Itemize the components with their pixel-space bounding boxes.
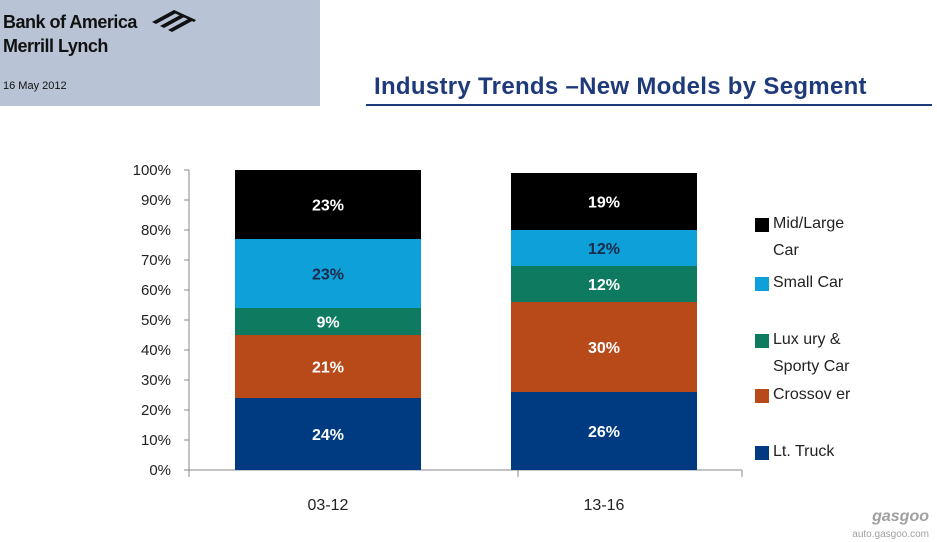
bar-segment (235, 170, 421, 239)
data-label: 19% (588, 195, 620, 212)
report-date: 16 May 2012 (3, 80, 67, 92)
bar-segment (511, 173, 697, 230)
legend-label: Car (773, 242, 799, 259)
data-label: 21% (312, 360, 344, 377)
title-underline (366, 104, 932, 106)
y-tick-label: 80% (141, 222, 171, 239)
legend-swatch (755, 389, 769, 403)
y-tick-label: 0% (149, 462, 171, 479)
y-tick-label: 90% (141, 192, 171, 209)
legend-label: Crossov er (773, 386, 851, 403)
legend-label: Lux ury & (773, 331, 841, 348)
data-label: 23% (312, 267, 344, 284)
bar-segment (511, 266, 697, 302)
bar-segment (235, 308, 421, 335)
bar-segment (235, 335, 421, 398)
legend-label: Small Car (773, 274, 844, 291)
bar-segment (511, 230, 697, 266)
data-label: 26% (588, 424, 620, 441)
data-label: 30% (588, 340, 620, 357)
legend-swatch (755, 446, 769, 460)
watermark: gasgoo auto.gasgoo.com (852, 508, 929, 540)
y-tick-label: 30% (141, 372, 171, 389)
bar-segment (235, 239, 421, 308)
y-tick-label: 50% (141, 312, 171, 329)
data-label: 12% (588, 277, 620, 294)
page-title: Industry Trends –New Models by Segment (374, 73, 867, 100)
flag-icon (152, 10, 196, 32)
legend-label: Mid/Large (773, 215, 844, 232)
watermark-brand: gasgoo (872, 508, 929, 525)
legend-swatch (755, 218, 769, 232)
y-tick-label: 10% (141, 432, 171, 449)
legend-label: Sporty Car (773, 358, 850, 375)
y-tick-label: 100% (133, 162, 171, 179)
bar-segment (235, 398, 421, 470)
legend-swatch (755, 334, 769, 348)
legend-swatch (755, 277, 769, 291)
y-tick-label: 60% (141, 282, 171, 299)
y-tick-label: 70% (141, 252, 171, 269)
data-label: 24% (312, 427, 344, 444)
brand-name-line2: Merrill Lynch (3, 36, 108, 56)
y-tick-label: 40% (141, 342, 171, 359)
x-category-label: 13-16 (584, 497, 625, 514)
data-label: 12% (588, 241, 620, 258)
y-tick-label: 20% (141, 402, 171, 419)
brand-name-line1: Bank of America (3, 12, 137, 32)
bar-segment (511, 392, 697, 470)
data-label: 9% (316, 315, 339, 332)
data-label: 23% (312, 198, 344, 215)
watermark-url: auto.gasgoo.com (852, 529, 929, 540)
x-category-label: 03-12 (308, 497, 349, 514)
header-panel: Bank of America Merrill Lynch 16 May 201… (0, 0, 320, 106)
bar-segment (511, 302, 697, 392)
legend-label: Lt. Truck (773, 443, 835, 460)
